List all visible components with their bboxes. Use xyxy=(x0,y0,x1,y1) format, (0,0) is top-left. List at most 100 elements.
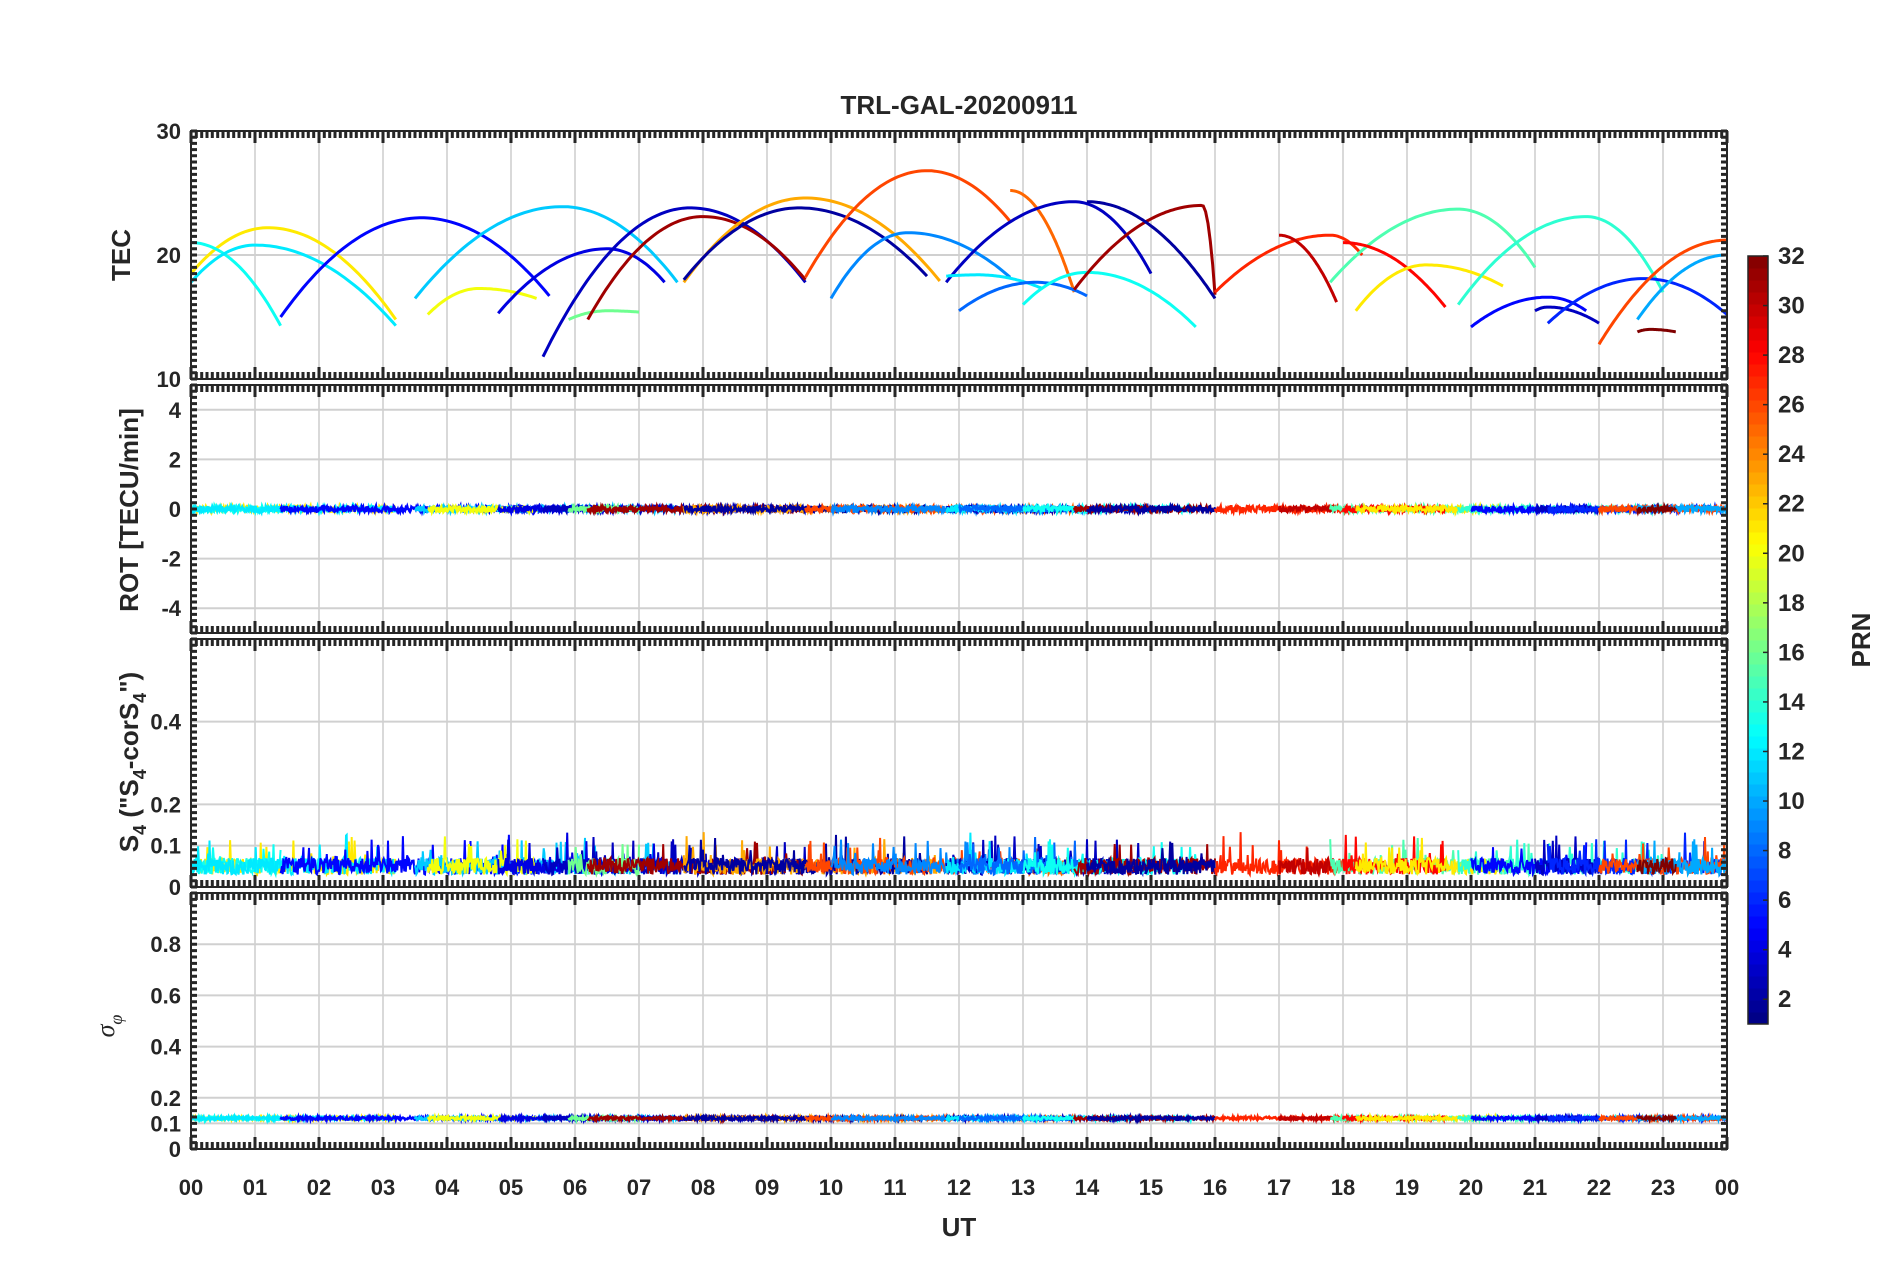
sig-ytick-label: 0.1 xyxy=(150,1111,181,1136)
colorbar-segment xyxy=(1748,496,1768,509)
x-tick-label: 08 xyxy=(691,1175,715,1200)
rot-minor-ticks xyxy=(189,383,1729,635)
sigma-phi-panel: 00.10.2 0.4 0.6 0.8 xyxy=(150,891,1729,1162)
tec-arc-prn-21 xyxy=(1354,263,1504,312)
x-tick-label: 18 xyxy=(1331,1175,1355,1200)
colorbar-tick-label: 12 xyxy=(1778,738,1805,765)
tec-arc-prn-16 xyxy=(568,309,639,321)
colorbar-segment xyxy=(1748,328,1768,341)
colorbar-segment xyxy=(1748,736,1768,749)
s4-ylabel-end: ") xyxy=(114,672,144,693)
tec-ylabel: TEC xyxy=(106,229,136,281)
colorbar-segment xyxy=(1748,808,1768,821)
colorbar-segment xyxy=(1748,832,1768,845)
colorbar-segment xyxy=(1748,460,1768,473)
rot-ytick-label: 4 xyxy=(169,398,182,423)
colorbar-segment xyxy=(1748,352,1768,365)
tec-ytick-label: 30 xyxy=(157,119,181,144)
s4-line-prn-32 xyxy=(1636,856,1677,877)
colorbar-segment xyxy=(1748,712,1768,725)
colorbar-tick-label: 32 xyxy=(1778,243,1805,270)
s4-ylabel-main: S xyxy=(114,835,144,852)
x-tick-label: 19 xyxy=(1395,1175,1419,1200)
colorbar-tick-label: 8 xyxy=(1778,838,1791,865)
tec-arc-prn-5 xyxy=(279,216,551,318)
colorbar-segment xyxy=(1748,784,1768,797)
colorbar-segment xyxy=(1748,916,1768,929)
colorbar-segment xyxy=(1748,856,1768,869)
x-tick-label: 15 xyxy=(1139,1175,1163,1200)
s4-panel: 0 0.1 0.2 0.4 xyxy=(150,637,1729,900)
colorbar-segment xyxy=(1748,796,1768,809)
x-tick-label: 07 xyxy=(627,1175,651,1200)
colorbar-segment xyxy=(1748,544,1768,557)
rot-ytick-label: 2 xyxy=(169,447,181,472)
rot-ytick-label: -4 xyxy=(161,596,181,621)
colorbar-segment xyxy=(1748,448,1768,461)
tec-arc-prn-31 xyxy=(586,215,807,321)
colorbar-segment xyxy=(1748,988,1768,1001)
x-tick-label: 13 xyxy=(1011,1175,1035,1200)
tec-arc-prn-30 xyxy=(1279,233,1338,303)
x-axis-label: UT xyxy=(942,1212,977,1242)
colorbar-segment xyxy=(1748,772,1768,785)
colorbar-segment xyxy=(1748,928,1768,941)
tec-series-group xyxy=(191,169,1727,358)
colorbar-segment xyxy=(1748,964,1768,977)
x-tick-label: 17 xyxy=(1267,1175,1291,1200)
sigma-ylabel-sub: φ xyxy=(106,1015,126,1025)
tec-arc-prn-11 xyxy=(413,205,679,300)
colorbar-segment xyxy=(1748,748,1768,761)
colorbar-segment xyxy=(1748,1012,1768,1025)
s4-series-group xyxy=(191,832,1727,879)
x-tick-label: 20 xyxy=(1459,1175,1483,1200)
x-tick-label: 06 xyxy=(563,1175,587,1200)
x-tick-label: 10 xyxy=(819,1175,843,1200)
colorbar-segment xyxy=(1748,292,1768,305)
x-tick-label: 02 xyxy=(307,1175,331,1200)
colorbar-segment xyxy=(1748,280,1768,293)
rot-line-prn-32 xyxy=(1636,501,1677,517)
colorbar-segment xyxy=(1748,688,1768,701)
s4-line-prn-16 xyxy=(567,844,640,878)
colorbar-segment xyxy=(1748,520,1768,533)
colorbar-segment xyxy=(1748,472,1768,485)
x-tick-label: 01 xyxy=(243,1175,267,1200)
x-tick-labels: 00 01 02 03 04 05 06 07 08 09 10 11 12 13 14 15 16 17 18 19… xyxy=(179,1175,1739,1200)
colorbar-segment xyxy=(1748,628,1768,641)
colorbar-segment xyxy=(1748,592,1768,605)
colorbar-tick-label: 6 xyxy=(1778,887,1791,914)
rot-ylabel: ROT [TECU/min] xyxy=(114,408,144,612)
tec-arc-prn-2 xyxy=(682,206,929,281)
tec-arc-prn-13 xyxy=(1021,270,1197,328)
colorbar-tick-label: 24 xyxy=(1778,441,1805,468)
s4-minor-ticks xyxy=(189,637,1729,889)
tec-arc-prn-15 xyxy=(1329,207,1537,284)
colorbar-segment xyxy=(1748,400,1768,413)
tec-ytick-label: 20 xyxy=(157,243,181,268)
sigma-ylabel: σφ xyxy=(91,1015,126,1038)
colorbar-tick-label: 30 xyxy=(1778,293,1805,320)
colorbar-tick-label: 28 xyxy=(1778,342,1805,369)
rot-line-prn-30 xyxy=(1277,502,1338,515)
sig-minor-ticks xyxy=(189,891,1729,1151)
x-tick-label: 00 xyxy=(1715,1175,1739,1200)
colorbar-tick-label: 4 xyxy=(1778,937,1792,964)
x-tick-label: 05 xyxy=(499,1175,523,1200)
colorbar-tick-label: 20 xyxy=(1778,540,1805,567)
x-tick-label: 22 xyxy=(1587,1175,1611,1200)
colorbar-segment xyxy=(1748,664,1768,677)
sig-ytick-label: 0.2 xyxy=(150,1086,181,1111)
colorbar-segment xyxy=(1748,268,1768,281)
colorbar-segment xyxy=(1748,604,1768,617)
colorbar-segment xyxy=(1748,532,1768,545)
tec-arc-prn-9 xyxy=(829,231,1012,300)
tec-panel: 10 20 30 xyxy=(157,119,1729,392)
colorbar-tick-label: 22 xyxy=(1778,491,1805,518)
tec-arc-prn-4 xyxy=(497,247,666,315)
tec-minor-ticks xyxy=(189,129,1729,381)
tec-arc-prn-32 xyxy=(1636,327,1677,334)
colorbar-tick-label: 10 xyxy=(1778,788,1805,815)
sigma-ylabel-main: σ xyxy=(91,1023,120,1037)
